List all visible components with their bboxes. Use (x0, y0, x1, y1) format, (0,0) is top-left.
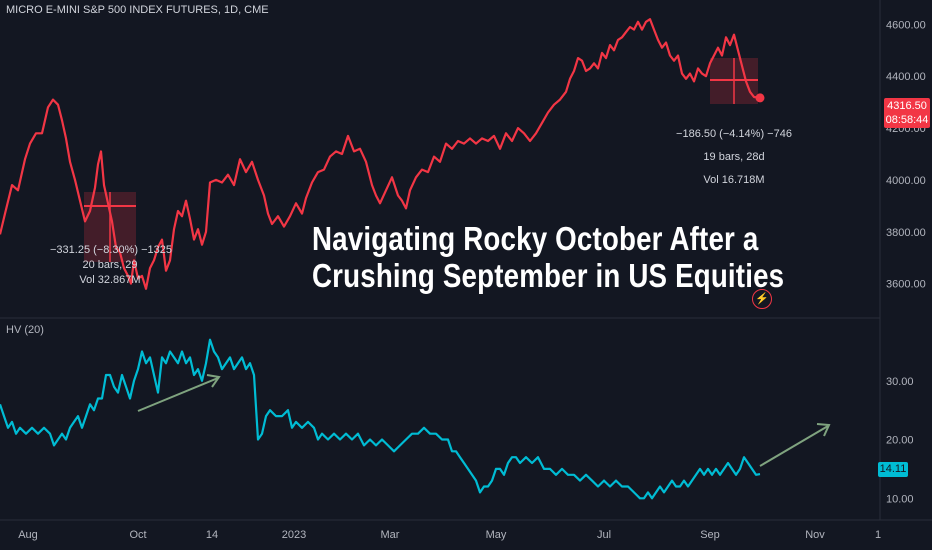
price-tick-label: 4000.00 (886, 175, 926, 187)
time-tick-label: Mar (381, 529, 400, 541)
measure-label-left: −331.25 (−8.30%) −1325 20 bars, 29 Vol 3… (50, 243, 173, 288)
last-price-badge[interactable]: 4316.50 08:58:44 (884, 98, 930, 128)
price-tick-label: 3600.00 (886, 279, 926, 291)
hv-axis[interactable]: 30.00 20.00 10.00 (886, 376, 914, 505)
time-axis[interactable]: Aug Oct 14 2023 Mar May Jul Sep Nov 1 (18, 529, 881, 541)
time-tick-label: 14 (206, 529, 218, 541)
price-series[interactable] (0, 18, 765, 290)
time-tick-label: Nov (805, 529, 825, 541)
headline-line-1: Navigating Rocky October After a (312, 220, 759, 257)
headline: Navigating Rocky October After a Crushin… (312, 220, 784, 294)
time-tick-label: May (486, 529, 507, 541)
price-line[interactable] (0, 18, 761, 290)
bar-countdown: 08:58:44 (885, 114, 929, 126)
hv-tick-label: 30.00 (886, 376, 914, 388)
headline-line-2: Crushing September in US Equities (312, 257, 785, 294)
hv-indicator-label[interactable]: HV (20) (6, 324, 44, 336)
last-price-value: 4316.50 (887, 100, 927, 112)
time-tick-label: Oct (129, 529, 146, 541)
time-tick-label: 1 (875, 529, 881, 541)
price-tick-label: 4400.00 (886, 71, 926, 83)
measure-right-bars: 19 bars, 28d (703, 151, 765, 163)
measure-right-change: −186.50 (−4.14%) −746 (676, 128, 792, 140)
measure-left-change: −331.25 (−8.30%) −1325 (50, 244, 173, 256)
hv-tick-label: 10.00 (886, 493, 914, 505)
measure-label-right: −186.50 (−4.14%) −746 19 bars, 28d Vol 1… (674, 123, 794, 192)
last-price-dot[interactable] (755, 93, 765, 103)
hv-line[interactable] (0, 338, 761, 500)
arrow-annotation-right[interactable] (759, 423, 831, 467)
hv-tick-label: 20.00 (886, 435, 914, 447)
time-tick-label: Aug (18, 529, 38, 541)
price-tick-label: 3800.00 (886, 227, 926, 239)
symbol-header[interactable]: MICRO E-MINI S&P 500 INDEX FUTURES, 1D, … (6, 4, 269, 16)
time-tick-label: Jul (597, 529, 611, 541)
lightning-icon[interactable]: ⚡ (752, 289, 772, 309)
hv-series[interactable] (0, 338, 761, 500)
time-tick-label: 2023 (282, 529, 306, 541)
time-tick-label: Sep (700, 529, 720, 541)
measure-left-volume: Vol 32.867M (79, 274, 141, 286)
arrow-annotation-left[interactable] (137, 374, 221, 412)
price-axis[interactable]: 4600.004400.004200.004000.003800.003600.… (886, 19, 926, 290)
measure-left-bars: 20 bars, 29 (82, 259, 138, 271)
measure-right-volume: Vol 16.718M (703, 174, 765, 186)
hv-value-badge[interactable]: 14.11 (878, 462, 908, 477)
price-tick-label: 4600.00 (886, 19, 926, 31)
